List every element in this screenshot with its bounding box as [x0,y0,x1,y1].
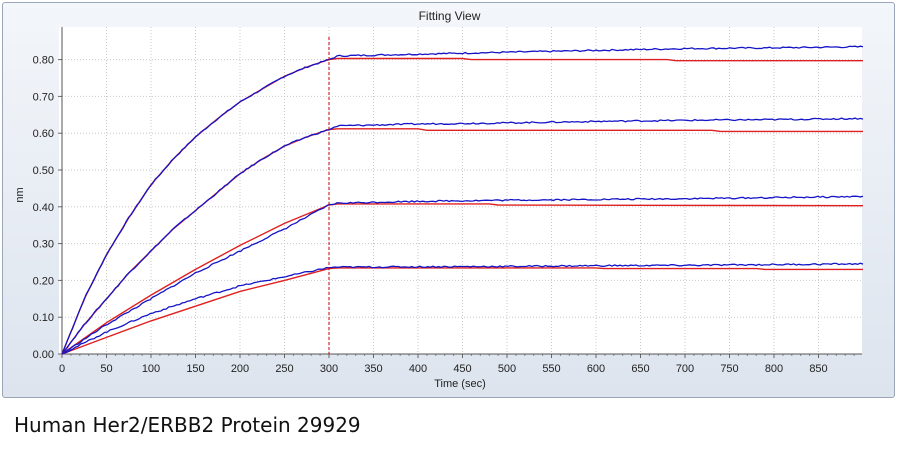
fit-curve [61,203,864,355]
x-tick-label: 850 [809,363,827,375]
x-tick-label: 350 [364,363,382,375]
x-tick-label: 200 [231,363,249,375]
panel-title: Fitting View [418,9,481,23]
x-tick-label: 50 [100,363,112,375]
x-tick-label: 600 [587,363,605,375]
y-tick-label: 0.70 [33,91,54,103]
x-axis-label: Time (sec) [434,378,486,390]
data-curve [61,195,864,355]
y-tick-label: 0.30 [33,239,54,251]
x-tick-label: 400 [409,363,427,375]
x-tick-label: 700 [676,363,694,375]
grid [62,27,862,354]
data-curve [61,262,864,355]
y-tick-label: 0.20 [33,275,54,287]
tick-labels: 0 50 100 150 200 250 300 350 400 450 500 550 600 650 7… [33,55,828,375]
x-tick-label: 500 [498,363,516,375]
y-tick-label: 0.80 [33,55,54,67]
axes [58,27,862,358]
y-tick-label: 0.60 [33,128,54,140]
x-tick-label: 300 [320,363,338,375]
x-tick-label: 0 [59,363,65,375]
x-tick-label: 450 [453,363,471,375]
series-group [61,45,864,355]
x-tick-label: 750 [720,363,738,375]
x-tick-label: 250 [275,363,293,375]
y-tick-label: 0.40 [33,202,54,214]
figure-caption: Human Her2/ERBB2 Protein 29929 [14,413,361,437]
y-tick-label: 0.00 [33,349,54,361]
x-tick-label: 100 [142,363,160,375]
data-curve [61,45,864,355]
data-curve [61,117,864,355]
x-tick-label: 650 [631,363,649,375]
fitting-chart: 0 50 100 150 200 250 300 350 400 450 500 550 600 650 7… [14,27,864,390]
y-tick-label: 0.10 [33,312,54,324]
x-tick-label: 150 [186,363,204,375]
y-axis-label: nm [14,187,26,202]
x-tick-label: 800 [765,363,783,375]
x-tick-label: 550 [542,363,560,375]
y-tick-label: 0.50 [33,165,54,177]
